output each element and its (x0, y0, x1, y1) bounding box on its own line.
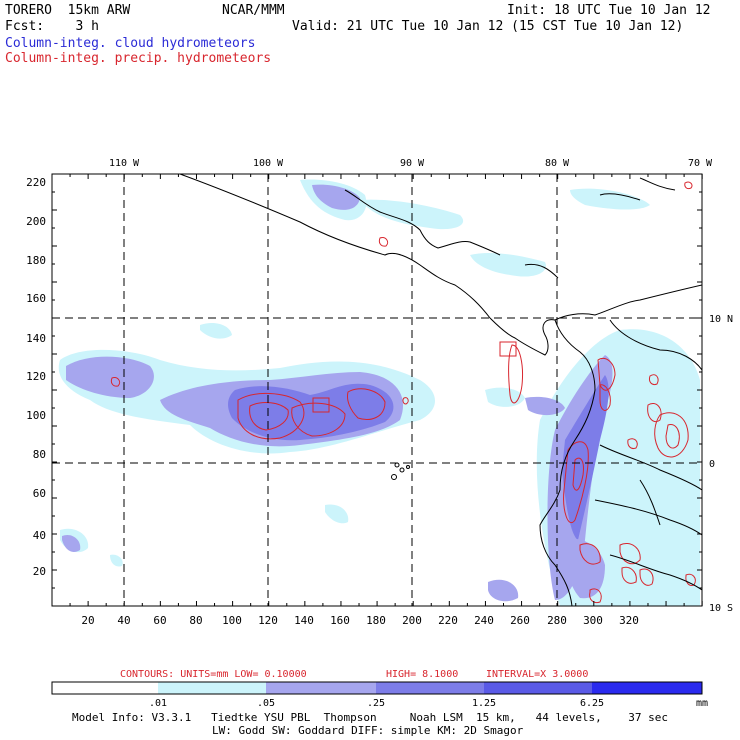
colorbar: .01 .05 .25 1.25 6.25 mm (51, 681, 708, 709)
x-label: 40 (117, 614, 130, 627)
colorbar-label: .01 (149, 698, 167, 709)
lon-label: 100 W (253, 158, 284, 169)
model-info-line1: Model Info: V3.3.1 Tiedtke YSU PBL Thomp… (72, 711, 669, 724)
lon-label: 70 W (688, 158, 713, 169)
y-label: 140 (26, 332, 46, 345)
x-label: 180 (366, 614, 386, 627)
latlon-grid (52, 174, 702, 606)
model-info-line2: LW: Godd SW: Goddard DIFF: simple KM: 2D… (212, 724, 524, 737)
y-label: 200 (26, 215, 46, 228)
y-label: 220 (26, 176, 46, 189)
y-label: 40 (33, 529, 46, 542)
contour-info: CONTOURS: UNITS=mm LOW= 0.10000 HIGH= 8.… (120, 669, 588, 680)
y-label: 100 (26, 409, 46, 422)
lat-label: 10 N (709, 314, 733, 325)
lon-label: 80 W (545, 158, 570, 169)
colorbar-label: 6.25 (580, 698, 604, 709)
y-label: 180 (26, 254, 46, 267)
field-precip-label: Column-integ. precip. hydrometeors (5, 51, 272, 66)
x-label: 200 (402, 614, 422, 627)
lat-label: 0 (709, 459, 715, 470)
colorbar-bin (52, 682, 158, 694)
x-label: 300 (583, 614, 603, 627)
x-label: 60 (153, 614, 166, 627)
lat-labels: 10 N 0 10 S (709, 314, 733, 614)
colorbar-bin (484, 682, 592, 694)
axis-ticks (51, 173, 703, 607)
colorbar-frame (51, 681, 703, 695)
colorbar-label: .05 (257, 698, 275, 709)
x-label: 160 (330, 614, 350, 627)
x-label: 320 (619, 614, 639, 627)
x-label: 140 (294, 614, 314, 627)
contour-low-label: CONTOURS: UNITS=mm LOW= 0.10000 (120, 669, 307, 680)
colorbar-bin (266, 682, 376, 694)
x-label: 220 (438, 614, 458, 627)
y-axis-labels: 20 40 60 80 100 120 140 160 180 200 220 (26, 176, 46, 578)
y-label: 20 (33, 565, 46, 578)
colorbar-label: 1.25 (472, 698, 496, 709)
contour-high-label: HIGH= 8.1000 (386, 669, 458, 680)
colorbar-bin (376, 682, 484, 694)
x-label: 120 (258, 614, 278, 627)
x-label: 20 (81, 614, 94, 627)
valid-time: Valid: 21 UTC Tue 10 Jan 12 (15 CST Tue … (292, 19, 684, 34)
x-label: 280 (547, 614, 567, 627)
x-label: 100 (222, 614, 242, 627)
org-label: NCAR/MMM (222, 3, 285, 18)
x-label: 260 (510, 614, 530, 627)
x-label: 80 (189, 614, 202, 627)
field-cloud-label: Column-integ. cloud hydrometeors (5, 36, 256, 51)
lon-labels: 110 W 100 W 90 W 80 W 70 W (109, 158, 713, 169)
init-time: Init: 18 UTC Tue 10 Jan 12 (507, 3, 711, 18)
x-axis-labels: 20 40 60 80 100 120 140 160 180 200 220 … (81, 614, 639, 627)
model-title: TORERO 15km ARW (5, 3, 131, 18)
cloud-field-layer (58, 179, 700, 606)
contour-interval-label: INTERVAL=X 3.0000 (486, 669, 588, 680)
colorbar-bin (158, 682, 266, 694)
colorbar-bin (592, 682, 702, 694)
forecast-hour: Fcst: 3 h (5, 19, 99, 34)
colorbar-label: .25 (367, 698, 385, 709)
lon-label: 110 W (109, 158, 140, 169)
x-label: 240 (474, 614, 494, 627)
y-label: 80 (33, 448, 46, 461)
y-label: 160 (26, 292, 46, 305)
y-label: 60 (33, 487, 46, 500)
colorbar-units: mm (696, 698, 708, 709)
y-label: 120 (26, 370, 46, 383)
precip-contour-layer (110, 181, 696, 603)
lat-label: 10 S (709, 603, 733, 614)
lon-label: 90 W (400, 158, 425, 169)
